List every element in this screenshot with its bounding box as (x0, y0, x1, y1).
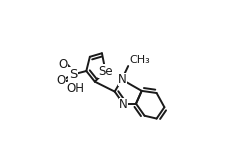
Text: O: O (57, 74, 66, 87)
Text: OH: OH (66, 82, 84, 95)
Text: O: O (58, 58, 67, 71)
Text: CH₃: CH₃ (129, 55, 150, 65)
Text: N: N (118, 98, 127, 111)
Text: Se: Se (98, 64, 112, 78)
Text: N: N (118, 73, 126, 86)
Text: S: S (68, 68, 77, 81)
